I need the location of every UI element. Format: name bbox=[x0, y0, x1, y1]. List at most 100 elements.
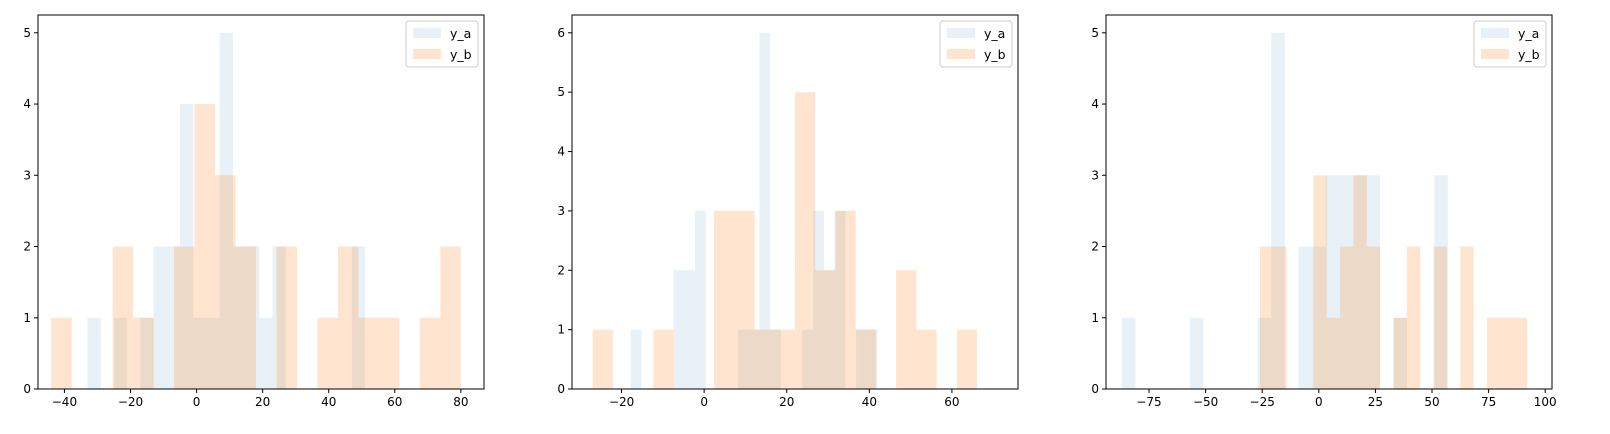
y-tick-label: 2 bbox=[557, 263, 565, 277]
bar-y_b-8 bbox=[215, 175, 236, 389]
x-tick-label: −50 bbox=[1193, 395, 1218, 409]
y-tick-label: 1 bbox=[1091, 311, 1099, 325]
x-tick-label: 80 bbox=[453, 395, 468, 409]
legend-swatch-y_b bbox=[947, 49, 975, 59]
bar-y_b-11 bbox=[815, 270, 836, 389]
bar-y_a-10 bbox=[206, 317, 220, 389]
bar-y_b-6 bbox=[1340, 246, 1354, 389]
bar-y_a-8 bbox=[180, 104, 194, 390]
y-tick-label: 1 bbox=[23, 311, 31, 325]
plot-frame bbox=[571, 14, 1019, 390]
bar-y_b-8 bbox=[754, 329, 775, 389]
histogram-panel-1: −40 −20 0 20 40 60 80 0 1 2 3 4 5 y_a y_b bbox=[23, 14, 485, 409]
x-tick-label: 20 bbox=[255, 395, 270, 409]
bar-y_a-15 bbox=[1325, 175, 1340, 389]
y-tick-label: 4 bbox=[557, 145, 565, 159]
bar-y_a-1 bbox=[87, 317, 101, 389]
x-tick-label: −20 bbox=[118, 395, 143, 409]
y-tick-label: 2 bbox=[23, 240, 31, 254]
bar-y_b-13 bbox=[1433, 246, 1447, 389]
bar-y_a-11 bbox=[1271, 32, 1285, 390]
bar-y_b-9 bbox=[774, 329, 795, 389]
x-tick-label: 100 bbox=[1534, 395, 1557, 409]
bar-y_a-14 bbox=[259, 317, 273, 389]
bar-y_a-12 bbox=[232, 246, 247, 389]
y-tick-label: 1 bbox=[557, 323, 565, 337]
legend-swatch-y_b bbox=[413, 49, 441, 59]
y-tick-label: 4 bbox=[1091, 97, 1099, 111]
bar-y_b-19 bbox=[1513, 317, 1528, 389]
x-tick-label: 60 bbox=[387, 395, 402, 409]
bar-y_b-13 bbox=[855, 329, 876, 389]
bar-y_a-23 bbox=[856, 329, 867, 389]
legend-label-y_a: y_a bbox=[984, 26, 1005, 41]
bar-y_a-19 bbox=[813, 210, 824, 389]
legend: y_a y_b bbox=[405, 20, 479, 68]
bar-y_a-11 bbox=[219, 32, 233, 390]
x-tick-label: 20 bbox=[779, 395, 794, 409]
y-tick-label: 2 bbox=[1091, 240, 1099, 254]
legend-label-y_b: y_b bbox=[984, 47, 1006, 62]
plot-frame bbox=[1105, 14, 1553, 390]
bar-y_b-18 bbox=[956, 329, 978, 389]
bar-y_b-6 bbox=[714, 210, 735, 389]
x-tick-label: 0 bbox=[1315, 395, 1323, 409]
legend-swatch-y_a bbox=[947, 28, 975, 38]
bar-y_a-17 bbox=[1352, 175, 1367, 389]
bar-y_b-14 bbox=[337, 246, 359, 389]
bar-y_b-18 bbox=[419, 317, 441, 389]
bar-y_a-7 bbox=[684, 270, 696, 389]
bar-y_b-9 bbox=[235, 246, 257, 389]
bar-y_b-16 bbox=[378, 317, 400, 389]
bar-y_b-0 bbox=[1259, 246, 1274, 389]
bar-y_b-7 bbox=[1353, 175, 1367, 389]
bar-y_b-8 bbox=[1366, 246, 1381, 389]
bar-y_a-9 bbox=[193, 317, 207, 389]
bar-y_a-7 bbox=[166, 246, 181, 389]
bar-y_b-4 bbox=[1313, 175, 1327, 389]
bar-y_a-21 bbox=[351, 246, 366, 389]
y-tick-label: 4 bbox=[23, 97, 31, 111]
bar-y_a-18 bbox=[802, 329, 814, 389]
bar-y_a-13 bbox=[1298, 246, 1313, 389]
bar-y_a-18 bbox=[1366, 175, 1380, 389]
bar-y_b-19 bbox=[440, 246, 461, 389]
y-tick-label: 0 bbox=[23, 382, 31, 396]
legend-box bbox=[405, 20, 479, 68]
legend-label-y_a: y_a bbox=[1518, 26, 1539, 41]
y-tick-label: 3 bbox=[557, 204, 565, 218]
bar-y_a-21 bbox=[834, 210, 846, 389]
bar-y_b-4 bbox=[133, 317, 154, 389]
legend-box bbox=[1473, 20, 1547, 68]
bar-y_a-12 bbox=[738, 329, 749, 389]
bar-y_b-12 bbox=[835, 210, 856, 389]
legend-box bbox=[939, 20, 1013, 68]
bar-y_b-13 bbox=[317, 317, 338, 389]
bar-y_b-6 bbox=[174, 246, 195, 389]
bar-y_a-10 bbox=[1257, 317, 1272, 389]
x-tick-label: 40 bbox=[321, 395, 336, 409]
bar-y_b-15 bbox=[1460, 246, 1474, 389]
bar-y_b-18 bbox=[1500, 317, 1514, 389]
x-tick-label: −20 bbox=[609, 395, 634, 409]
plot-frame bbox=[37, 14, 485, 390]
legend-swatch-y_a bbox=[1481, 28, 1509, 38]
y-tick-label: 3 bbox=[1091, 168, 1099, 182]
bar-y_a-15 bbox=[770, 329, 781, 389]
x-tick-label: −75 bbox=[1136, 395, 1161, 409]
y-tick-label: 5 bbox=[1091, 26, 1099, 40]
bar-y_b-0 bbox=[51, 317, 72, 389]
x-tick-label: 60 bbox=[944, 395, 959, 409]
x-tick-label: 40 bbox=[862, 395, 877, 409]
bar-y_b-10 bbox=[795, 92, 816, 389]
bar-y_b-15 bbox=[358, 317, 379, 389]
bar-y_b-3 bbox=[112, 246, 134, 389]
bar-y_a-5 bbox=[1189, 317, 1204, 389]
x-tick-label: 75 bbox=[1481, 395, 1496, 409]
bar-y_b-3 bbox=[653, 329, 674, 389]
y-tick-label: 0 bbox=[1091, 382, 1099, 396]
bar-y_a-2 bbox=[630, 329, 642, 389]
bar-y_a-14 bbox=[1312, 246, 1326, 389]
bar-y_b-10 bbox=[1393, 317, 1407, 389]
